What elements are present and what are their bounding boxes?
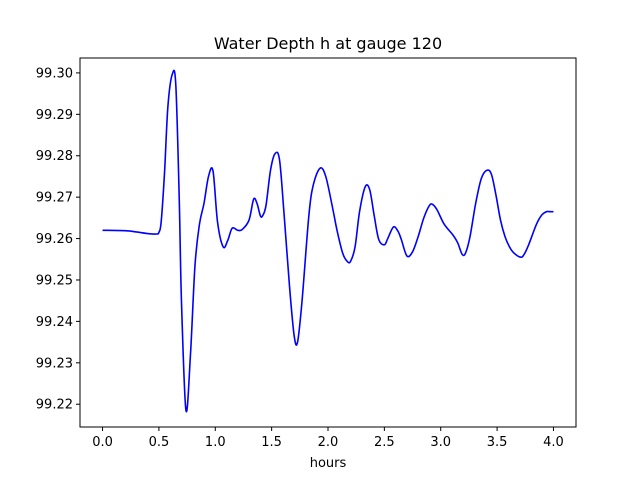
x-tick-label-5: 2.5 xyxy=(374,435,395,450)
x-axis-label: hours xyxy=(310,456,347,471)
x-tick-label-0: 0.0 xyxy=(92,435,113,450)
x-tick-label-4: 2.0 xyxy=(318,435,339,450)
y-tick-label-8: 99.30 xyxy=(36,66,73,81)
y-tick-label-7: 99.29 xyxy=(36,108,73,123)
y-tick-label-4: 99.26 xyxy=(36,232,73,247)
y-tick-label-0: 99.22 xyxy=(36,398,73,413)
x-tick-label-7: 3.5 xyxy=(487,435,508,450)
y-tick-label-1: 99.23 xyxy=(36,356,73,371)
y-tick-label-3: 99.25 xyxy=(36,273,73,288)
y-tick-label-6: 99.28 xyxy=(36,149,73,164)
x-tick-label-2: 1.0 xyxy=(205,435,226,450)
plot-area: 0.0 0.5 1.0 1.5 2.0 2.5 3.0 3.5 4.0 99.22 99.23 99.… xyxy=(36,57,577,450)
x-tick-label-8: 4.0 xyxy=(543,435,564,450)
x-tick-label-3: 1.5 xyxy=(261,435,282,450)
series-line-0 xyxy=(102,69,554,413)
x-tick-label-1: 0.5 xyxy=(149,435,170,450)
x-tick-label-6: 3.0 xyxy=(430,435,451,450)
chart-title: Water Depth h at gauge 120 xyxy=(214,34,442,53)
y-tick-label-5: 99.27 xyxy=(36,191,73,206)
y-tick-label-2: 99.24 xyxy=(36,315,73,330)
